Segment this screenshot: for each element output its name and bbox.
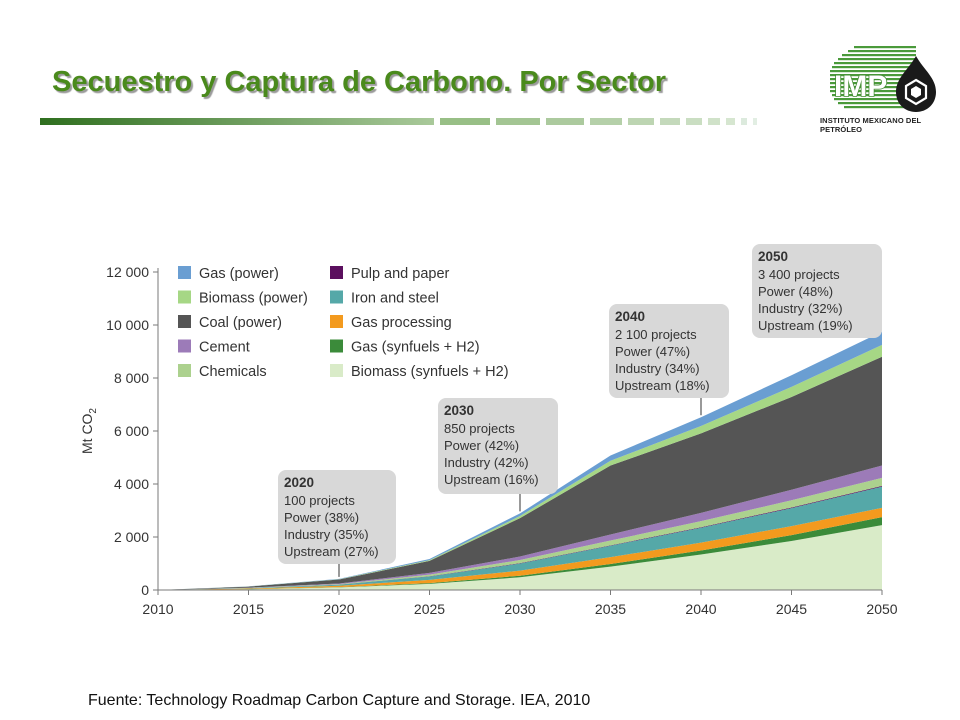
legend-item: Cement — [178, 339, 250, 356]
callout-year: 2020 — [284, 475, 314, 490]
x-tick-label: 2035 — [595, 601, 626, 617]
callout-line: Upstream (18%) — [615, 378, 710, 393]
title-rule — [40, 118, 757, 125]
callout-line: Industry (34%) — [615, 361, 700, 376]
y-tick-label: 2 000 — [114, 529, 149, 545]
legend-label: Iron and steel — [351, 291, 439, 307]
legend-item: Gas processing — [330, 315, 452, 331]
legend-label: Gas (power) — [199, 266, 279, 282]
imp-logo: IMP — [830, 46, 936, 112]
callout-line: Industry (42%) — [444, 455, 529, 470]
callout-box — [438, 398, 558, 494]
legend-item: Chemicals — [178, 364, 267, 380]
legend-swatch — [330, 266, 343, 279]
legend-item: Biomass (synfuels + H2) — [330, 364, 509, 380]
legend-label: Gas (synfuels + H2) — [351, 340, 480, 356]
legend-item: Coal (power) — [178, 315, 282, 331]
x-tick-label: 2010 — [142, 601, 173, 617]
callout-2040: 2040 2 100 projects Power (47%) Industry (3… — [609, 304, 729, 416]
legend-label: Pulp and paper — [351, 266, 450, 282]
callout-line: Power (42%) — [444, 438, 519, 453]
callout-year: 2030 — [444, 403, 474, 418]
area-series-7 — [158, 356, 882, 590]
area-series-layer — [158, 331, 882, 590]
callout-line: Industry (35%) — [284, 527, 369, 542]
callout-line: Industry (32%) — [758, 301, 843, 316]
legend-swatch — [178, 290, 191, 304]
legend-label: Chemicals — [199, 364, 267, 380]
legend-swatch — [330, 339, 343, 353]
area-series-3 — [158, 486, 882, 590]
x-tick-label: 2050 — [866, 601, 897, 617]
legend-item: Iron and steel — [330, 290, 439, 307]
axes-layer: 0 2 000 4 000 6 000 8 000 10 000 12 000 2010 201… — [79, 264, 898, 617]
ccs-area-chart: 0 2 000 4 000 6 000 8 000 10 000 12 000 2010 201… — [79, 244, 898, 617]
callout-line: Power (48%) — [758, 284, 833, 299]
legend-swatch — [178, 266, 191, 279]
legend-label: Biomass (power) — [199, 291, 308, 307]
legend-item: Gas (power) — [178, 266, 279, 282]
callout-line: 850 projects — [444, 421, 515, 436]
source-note: Fuente: Technology Roadmap Carbon Captur… — [88, 692, 591, 709]
legend-swatch — [330, 290, 343, 304]
legend-label: Biomass (synfuels + H2) — [351, 364, 509, 380]
legend-item: Gas (synfuels + H2) — [330, 339, 480, 356]
y-tick-label: 10 000 — [106, 317, 149, 333]
x-tick-label: 2020 — [323, 601, 354, 617]
x-tick-label: 2015 — [233, 601, 264, 617]
legend-label: Gas processing — [351, 315, 452, 331]
y-tick-label: 12 000 — [106, 264, 149, 280]
x-tick-label: 2045 — [776, 601, 807, 617]
y-axis-label: Mt CO2 — [79, 408, 99, 454]
callout-box — [609, 304, 729, 398]
callout-box — [752, 244, 882, 338]
oil-drop-icon — [896, 56, 936, 112]
callout-year: 2050 — [758, 249, 788, 264]
y-tick-label: 8 000 — [114, 370, 149, 386]
callout-line: Upstream (16%) — [444, 472, 539, 487]
legend-label: Coal (power) — [199, 315, 282, 331]
callout-line: Upstream (27%) — [284, 544, 379, 559]
x-tick-label: 2040 — [685, 601, 716, 617]
y-tick-label: 0 — [141, 582, 149, 598]
x-tick-label: 2025 — [414, 601, 445, 617]
callout-line: 2 100 projects — [615, 327, 697, 342]
legend-swatch — [330, 315, 343, 328]
y-tick-label: 6 000 — [114, 423, 149, 439]
area-series-2 — [158, 507, 882, 590]
y-tick-label: 4 000 — [114, 476, 149, 492]
x-tick-label: 2030 — [504, 601, 535, 617]
callout-box — [278, 470, 396, 564]
callout-line: 3 400 projects — [758, 267, 840, 282]
legend-label: Cement — [199, 340, 250, 356]
logo-stripes — [830, 46, 916, 109]
callout-2020: 2020 100 projects Power (38%) Industry (35%… — [278, 470, 396, 577]
legend-swatch — [178, 339, 191, 353]
area-series-0 — [158, 525, 882, 590]
legend-item: Biomass (power) — [178, 290, 308, 307]
callout-line: Upstream (19%) — [758, 318, 853, 333]
legend-swatch — [178, 364, 191, 377]
slide-title: Secuestro y Captura de Carbono. Por Sect… — [52, 66, 666, 98]
logo-caption: INSTITUTO MEXICANO DEL PETRÓLEO — [820, 116, 922, 134]
callout-2050: 2050 3 400 projects Power (48%) Industry (3… — [752, 244, 882, 338]
legend-layer: Gas (power) Biomass (power) Coal (power) Ce… — [178, 266, 509, 380]
callout-line: Power (47%) — [615, 344, 690, 359]
logo-mark: IMP — [834, 70, 887, 103]
callout-line: Power (38%) — [284, 510, 359, 525]
callout-layer: 2020 100 projects Power (38%) Industry (35%… — [278, 244, 882, 577]
callout-line: 100 projects — [284, 493, 355, 508]
callout-2030: 2030 850 projects Power (42%) Industry (42%… — [438, 398, 558, 512]
legend-swatch — [178, 315, 191, 328]
legend-swatch — [330, 364, 343, 377]
callout-year: 2040 — [615, 309, 645, 324]
legend-item: Pulp and paper — [330, 266, 450, 282]
